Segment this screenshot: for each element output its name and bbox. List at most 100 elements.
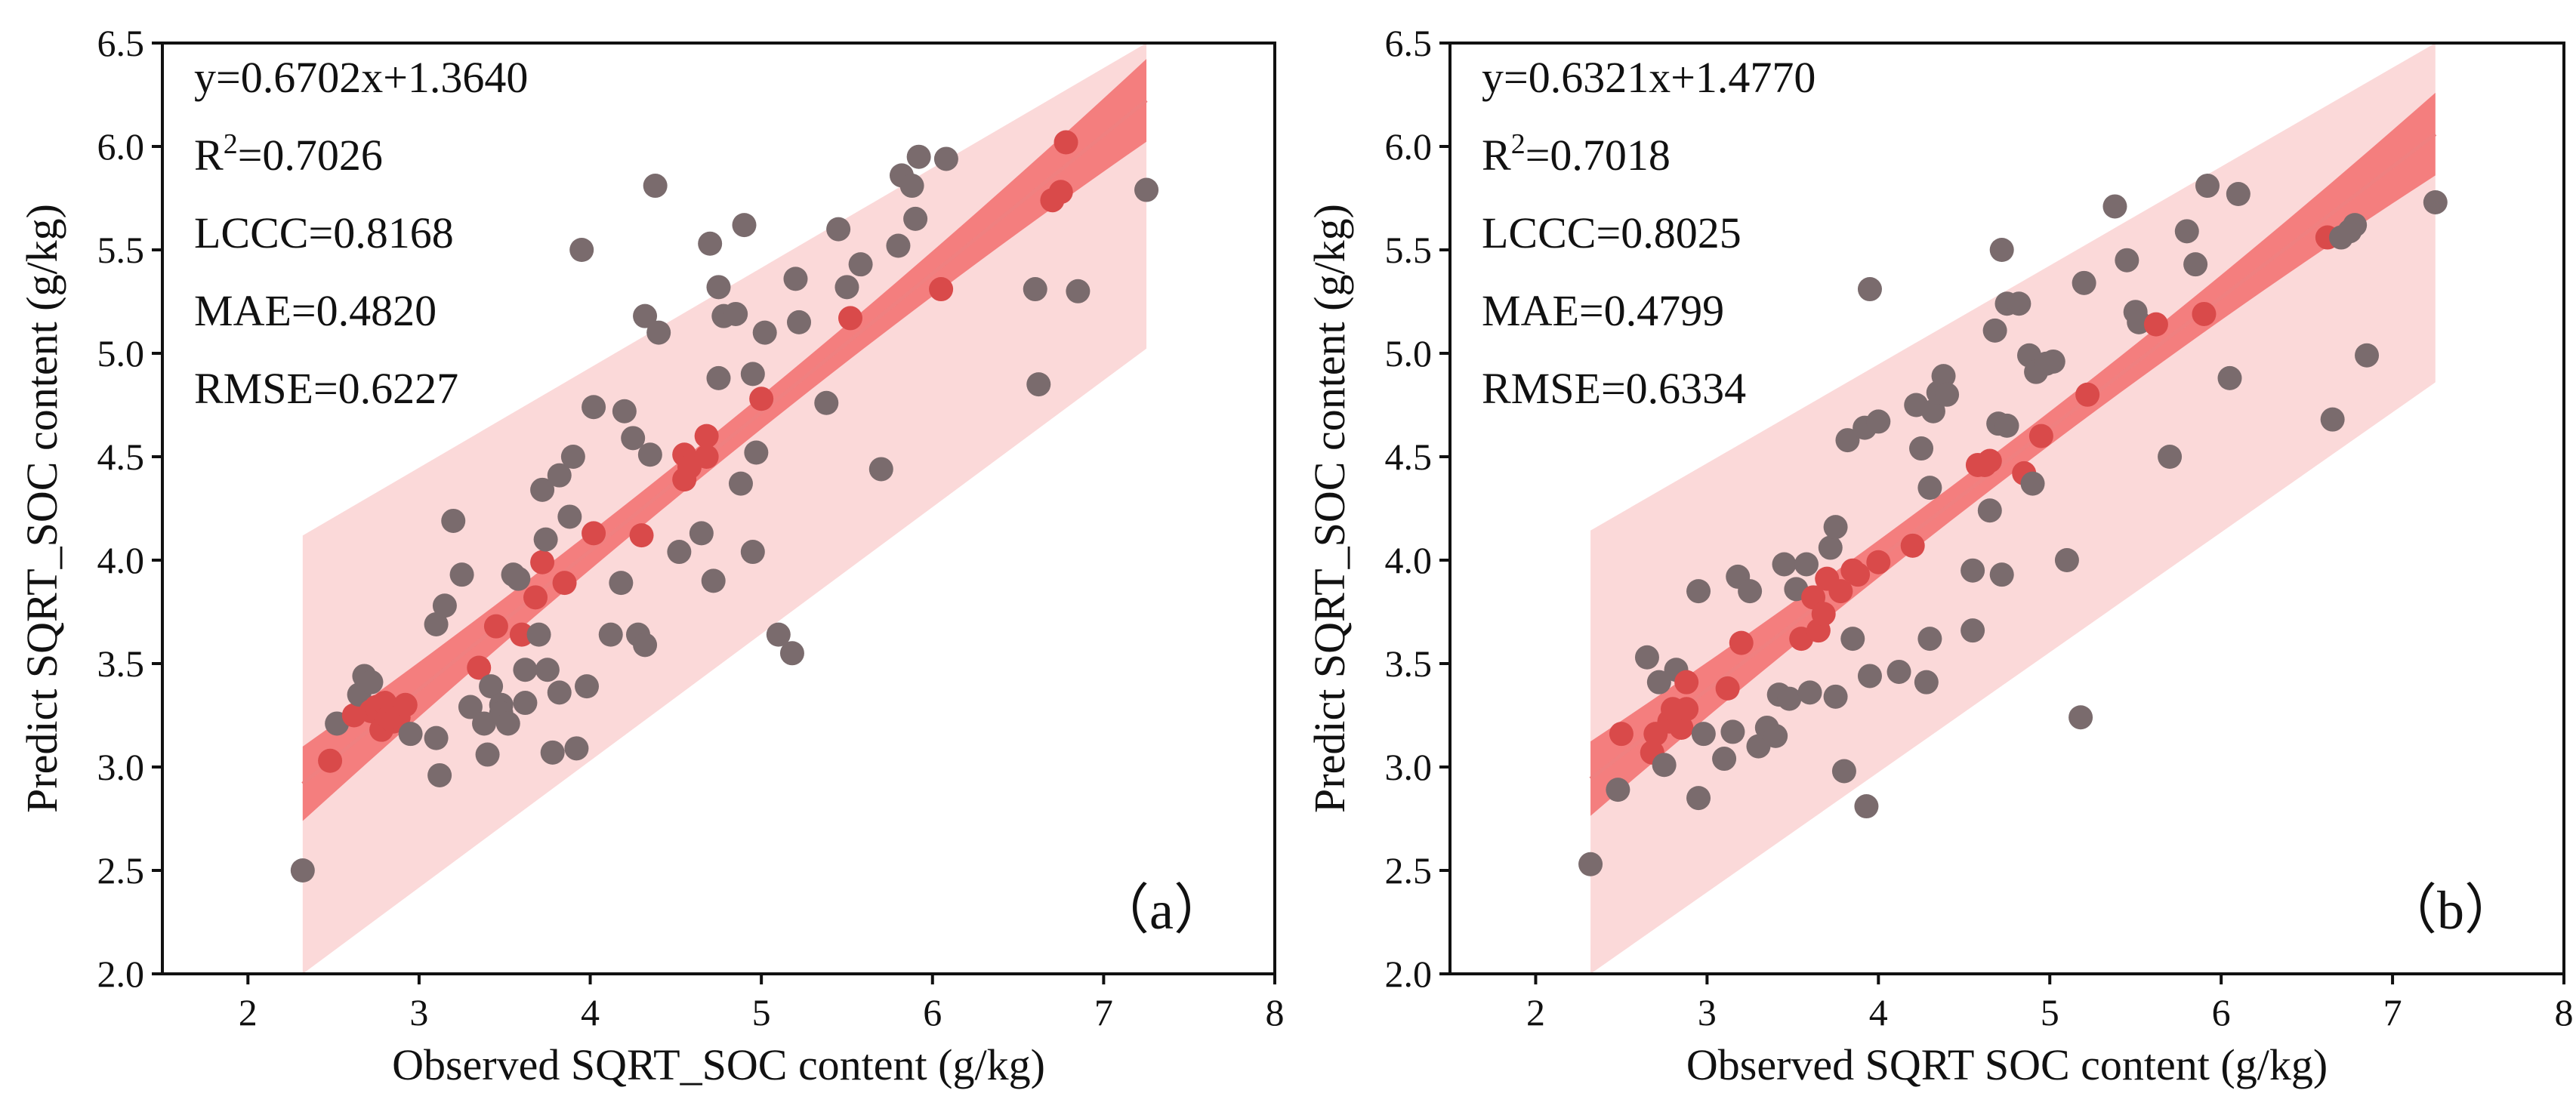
panel-b-rmse: RMSE=0.6334: [1482, 364, 1746, 413]
panel-a-rmse: RMSE=0.6227: [194, 364, 458, 413]
panel-a-data-point: [633, 633, 658, 658]
panel-a-data-point: [779, 641, 804, 666]
panel-b-data-point: [2072, 270, 2096, 295]
panel-a-data-point: [1054, 130, 1078, 155]
panel-b-label: （b）: [2383, 880, 2519, 941]
panel-b-data-point: [1669, 715, 1694, 740]
panel-a-data-point: [783, 266, 808, 291]
panel-a-data-point: [1048, 180, 1073, 205]
panel-b-y-tick-label: 2.5: [1385, 849, 1433, 892]
panel-a-data-point: [706, 365, 731, 390]
panel-b-data-point: [1794, 552, 1819, 577]
panel-a-data-point: [744, 440, 769, 465]
panel-b-data-point: [1977, 448, 2002, 473]
panel-b-x-tick-label: 8: [2555, 991, 2574, 1033]
panel-b-data-point: [1828, 579, 1853, 604]
panel-a-data-point: [1023, 277, 1047, 302]
panel-b-points: [1578, 174, 2448, 876]
panel-b-data-point: [1917, 476, 1942, 501]
panel-a-points: [290, 130, 1159, 883]
panel-a-data-point: [621, 426, 646, 451]
panel-b-data-point: [1989, 562, 2014, 587]
panel-a-y-tick-label: 2.0: [97, 953, 145, 995]
panel-b-data-point: [1646, 670, 1671, 695]
panel-a-data-point: [766, 622, 791, 647]
panel-b-data-point: [1935, 382, 1960, 407]
panel-a-label: （a）: [1095, 880, 1228, 941]
panel-b-data-point: [1712, 747, 1737, 772]
panel-b-data-point: [1715, 676, 1740, 701]
panel-b-mae: MAE=0.4799: [1482, 286, 1724, 335]
panel-b-prediction-band: [1590, 43, 2436, 974]
panel-a-x-tick-label: 8: [1266, 991, 1285, 1033]
panel-b-data-point: [1917, 627, 1942, 651]
panel-b-x-axis-title: Observed SQRT SOC content (g/kg): [1686, 1040, 2328, 1089]
panel-b-y-tick-label: 4.0: [1385, 539, 1433, 581]
panel-a-data-point: [694, 424, 719, 448]
panel-a-mae: MAE=0.4820: [194, 286, 437, 335]
panel-a-data-point: [633, 303, 658, 328]
panel-a-data-point: [564, 736, 589, 761]
panel-b-data-point: [1818, 535, 1843, 560]
panel-a-data-point: [906, 144, 931, 169]
panel-a-x-tick-label: 5: [752, 991, 771, 1033]
panel-b-data-point: [1977, 498, 2002, 523]
panel-b-data-point: [1691, 722, 1716, 747]
panel-a-data-point: [826, 217, 851, 242]
panel-b-x-tick-label: 7: [2383, 991, 2402, 1033]
panel-a-y-tick-label: 4.5: [97, 436, 145, 478]
panel-b-data-point: [1738, 579, 1763, 604]
panel-b-data-point: [1811, 602, 1836, 627]
panel-a-y-tick-label: 6.0: [97, 125, 145, 168]
panel-b-y-tick-label: 2.0: [1385, 953, 1433, 995]
panel-a-data-point: [701, 568, 726, 593]
panel-a-data-point: [835, 275, 859, 300]
panel-b-x-tick-label: 3: [1698, 991, 1717, 1033]
panel-b-data-point: [1777, 686, 1802, 711]
panel-a-data-point: [483, 614, 508, 639]
panel-a-x-tick-label: 7: [1094, 991, 1113, 1033]
panel-a-data-point: [868, 457, 893, 482]
panel-b-x-tick-label: 2: [1526, 991, 1545, 1033]
panel-b-data-point: [1994, 413, 2019, 438]
panel-b-data-point: [2158, 445, 2183, 469]
panel-a-data-point: [787, 310, 812, 334]
panel-b-y-ticks: 2.0 2.5 3.0 3.5 4.0 4.5 5.0 5.5 6.0 6.5: [1385, 22, 1450, 995]
panel-b: 2 3 4 5 6 7 8 2.0 2.5 3.0 3.5 4.0 4.5 5.0 5.5 6.0 6.5 O…: [1305, 22, 2574, 1089]
panel-a-data-point: [582, 521, 606, 546]
panel-b-data-point: [1763, 723, 1788, 748]
panel-b-data-point: [2174, 219, 2199, 244]
panel-b-data-point: [1831, 759, 1856, 784]
panel-b-data-point: [2217, 365, 2242, 390]
panel-b-x-tick-label: 5: [2041, 991, 2059, 1033]
panel-b-data-point: [1857, 277, 1882, 302]
panel-a-data-point: [723, 301, 748, 326]
panel-b-data-point: [1797, 680, 1822, 705]
panel-b-data-point: [1686, 579, 1711, 604]
panel-a-fit-line: [301, 98, 1148, 786]
panel-a-data-point: [432, 593, 457, 618]
panel-b-data-point: [2320, 407, 2345, 432]
panel-a-data-point: [667, 540, 692, 565]
panel-b-data-point: [1823, 684, 1848, 709]
panel-b-x-tick-label: 6: [2212, 991, 2231, 1033]
panel-a-data-point: [609, 571, 634, 596]
panel-b-equation: y=0.6321x+1.4770: [1482, 53, 1816, 102]
panel-a-x-tick-label: 6: [923, 991, 942, 1033]
panel-a-data-point: [1066, 279, 1091, 303]
panel-a-y-axis-title: Predict SQRT_SOC content (g/kg): [17, 204, 66, 813]
panel-b-data-point: [2355, 343, 2380, 368]
panel-a-data-point: [535, 658, 560, 682]
panel-b-data-point: [2007, 291, 2031, 316]
panel-a-data-point: [513, 691, 538, 716]
panel-b-prediction-band-area: [1590, 43, 2436, 974]
panel-a-y-tick-label: 3.5: [97, 642, 145, 685]
panel-b-stats: y=0.6321x+1.4770 R2=0.7018 LCCC=0.8025 M…: [1482, 53, 1816, 413]
panel-a-data-point: [903, 206, 928, 231]
panel-a-data-point: [290, 858, 315, 883]
panel-b-data-point: [2423, 189, 2448, 214]
panel-b-y-tick-label: 6.5: [1385, 22, 1433, 64]
panel-b-data-point: [2069, 705, 2093, 730]
panel-a-data-point: [533, 527, 558, 552]
